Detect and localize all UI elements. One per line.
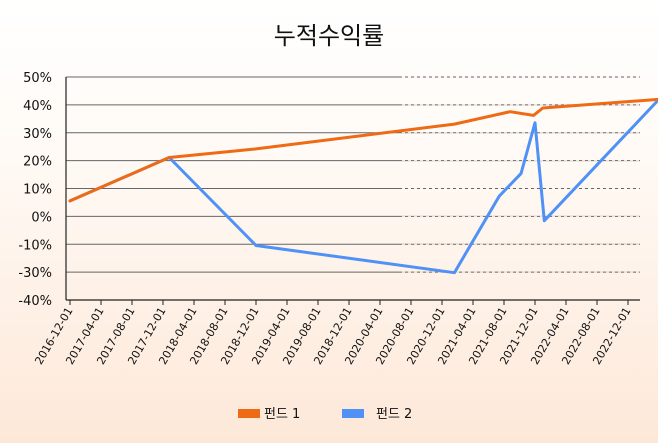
axes — [65, 77, 640, 301]
series-line-2 — [68, 98, 658, 275]
y-axis-ticks: 50% 40% 30% 20% 10% 0% -10% -30% -40% — [18, 71, 52, 309]
legend-label-2: 펀드 2 — [376, 407, 412, 422]
x-axis-ticks: 2016-12-012017-04-012017-08-012017-12-01… — [32, 300, 634, 367]
legend-label-1: 펀드 1 — [264, 407, 300, 422]
legend-swatch-2 — [342, 409, 364, 418]
y-tick-label: -10% — [18, 238, 52, 253]
legend-swatch-1 — [238, 409, 260, 418]
chart-title: 누적수익률 — [274, 22, 384, 50]
y-tick-label: -30% — [18, 266, 52, 281]
y-tick-label: 30% — [23, 127, 52, 142]
y-tick-label: 50% — [23, 71, 52, 86]
y-tick-label: 10% — [23, 183, 52, 198]
y-tick-label: 20% — [23, 155, 52, 170]
y-tick-label: 40% — [23, 99, 52, 114]
series — [68, 97, 658, 275]
y-tick-label: -40% — [18, 294, 52, 309]
series-line-1 — [68, 97, 658, 203]
y-tick-label: 0% — [31, 210, 52, 225]
legend: 펀드 1 펀드 2 — [238, 407, 412, 422]
